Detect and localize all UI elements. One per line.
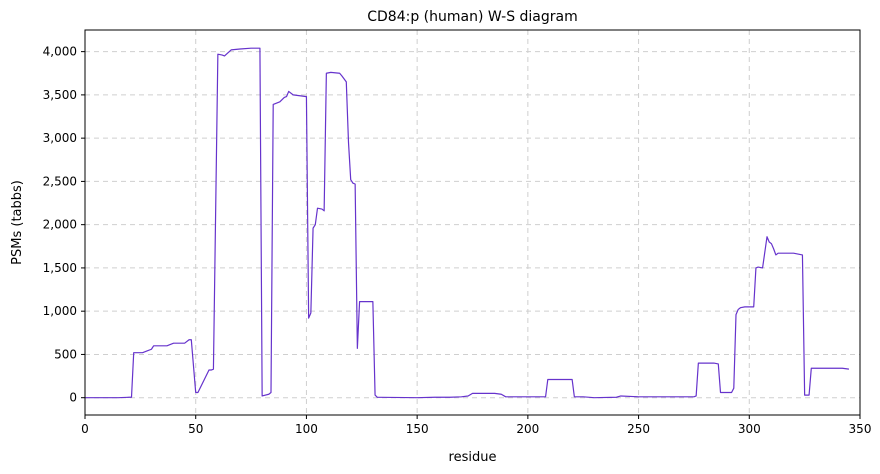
y-tick-label: 0 xyxy=(69,391,77,405)
plot-frame xyxy=(84,29,861,416)
data-series-line xyxy=(85,47,850,399)
x-tick-label: 0 xyxy=(81,422,89,436)
x-tick-label: 150 xyxy=(406,422,429,436)
y-tick-label: 3,000 xyxy=(43,131,77,145)
x-tick-label: 350 xyxy=(849,422,872,436)
y-tick-label: 2,500 xyxy=(43,174,77,188)
y-tick-label: 500 xyxy=(54,347,77,361)
y-axis-label: PSMs (tabbs) xyxy=(10,180,25,265)
chart-title: CD84:p (human) W-S diagram xyxy=(367,9,578,25)
grid-lines xyxy=(84,30,861,415)
y-tick-label: 3,500 xyxy=(43,88,77,102)
y-tick-label: 1,500 xyxy=(43,261,77,275)
y-tick-label: 1,000 xyxy=(43,304,77,318)
axis-ticks: 0 50 100 150 200 250 300 350 0 500 1,000 1,500 2,000… xyxy=(43,45,872,436)
x-tick-label: 300 xyxy=(738,422,761,436)
y-tick-label: 4,000 xyxy=(43,45,77,59)
x-axis-label: residue xyxy=(449,450,497,465)
x-tick-label: 200 xyxy=(516,422,539,436)
x-tick-label: 50 xyxy=(188,422,203,436)
x-tick-label: 100 xyxy=(295,422,318,436)
x-tick-label: 250 xyxy=(627,422,650,436)
y-tick-label: 2,000 xyxy=(43,218,77,232)
